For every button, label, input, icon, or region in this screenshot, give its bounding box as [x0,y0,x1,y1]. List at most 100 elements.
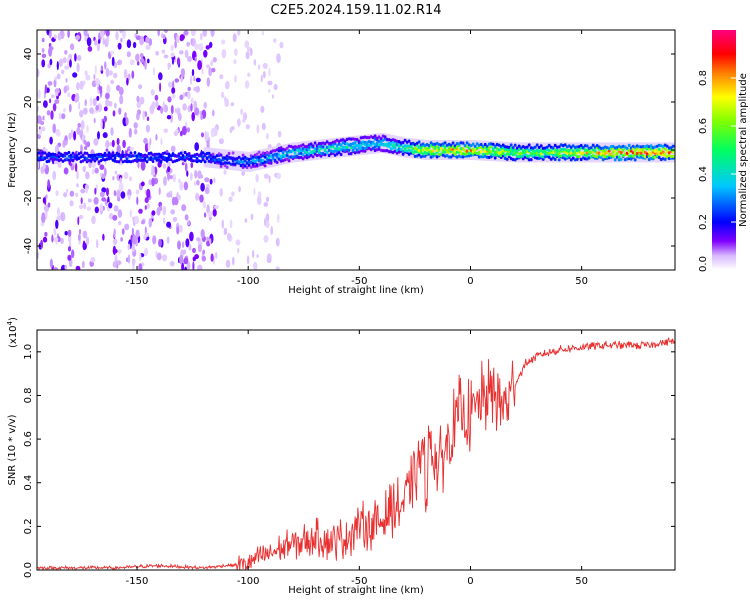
noise-blob [210,127,216,138]
ridge-cell [527,143,531,147]
ridge-cell [419,146,423,150]
snr-frame [36,329,676,571]
noise-blob [210,30,215,37]
ridge-cell [157,155,161,159]
noise-blob [111,139,115,148]
ridge-cell [427,143,431,148]
ridge-cell [443,150,447,154]
ridge-cell [387,150,391,154]
ridge-halo [476,140,479,161]
noise-blob [162,205,167,216]
noise-blob [186,261,191,270]
noise-blob [117,249,122,254]
noise-blob [178,194,181,201]
ridge-cell [407,139,411,143]
ridge-cell [443,141,447,145]
ridge-cell [97,155,101,159]
noise-blob [273,83,278,91]
ridge-halo [477,140,480,161]
noise-blob [52,123,56,134]
ridge-cell [519,154,523,158]
ridge-cell [451,150,455,155]
ridge-cell [547,143,551,147]
ridge-cell [563,143,567,147]
noise-blob [170,52,175,58]
ridge-cell [557,149,561,153]
ridge-cell [293,151,297,155]
noise-blob [75,265,81,270]
ridge-cell [551,156,555,160]
ridge-halo [331,138,334,159]
ridge-cell [311,144,315,148]
ridge-cell [645,147,649,151]
noise-blob [263,202,269,207]
ridge-cell [553,157,557,161]
ridge-cell [341,145,345,149]
ridge-cell [665,149,669,153]
ridge-cell [83,151,87,155]
noise-blob [119,94,124,105]
ridge-cell [271,149,275,153]
noise-blob [189,231,194,242]
noise-blob [225,81,230,90]
noise-blob [155,100,159,109]
noise-blob [135,35,141,41]
ridge-cell [337,150,341,155]
noise-blob [235,239,241,246]
ridge-cell [343,145,347,149]
noise-blob [126,51,131,58]
noise-blob [47,179,50,189]
noise-blob [116,260,122,266]
ridge-cell [513,148,517,152]
ridge-cell [563,153,567,157]
noise-blob [75,192,79,197]
ridge-cell [219,164,223,168]
ridge-cell [585,148,589,152]
ridge-cell [545,145,549,149]
ridge-cell [657,155,661,160]
noise-blob [237,30,241,36]
snr-line [37,337,675,570]
noise-blob [182,92,185,98]
ridge-cell [633,149,637,153]
noise-blob [169,261,175,267]
ridge-cell [573,153,577,157]
noise-blob [199,194,204,203]
noise-blob [76,62,80,73]
snr-scale-close: ) [8,317,19,321]
ridge-cell [579,143,583,148]
ridge-cell [393,146,397,150]
ridge-cell [501,149,505,153]
noise-blob [120,237,123,242]
noise-blob [99,164,105,170]
noise-blob [78,101,81,110]
noise-blob [162,34,166,40]
noise-blob [116,189,121,199]
ridge-cell [557,145,561,149]
noise-blob [181,262,184,270]
ridge-cell [51,159,55,163]
noise-blob [41,53,47,58]
noise-blob [89,107,94,114]
noise-blob [53,78,57,88]
noise-blob [276,53,281,64]
noise-blob [62,57,67,64]
ridge-cell [307,155,311,159]
noise-blob [102,233,105,241]
noise-blob [197,264,203,270]
ridge-cell [53,157,57,161]
noise-blob [44,84,48,94]
noise-blob [69,59,72,68]
noise-blob [136,101,142,109]
noise-blob [220,91,225,99]
ridge-cell [97,152,101,156]
noise-blob [253,59,257,66]
noise-blob [180,68,185,77]
ridge-cell [321,145,325,149]
noise-blob [76,183,79,188]
ridge-cell [181,162,185,166]
noise-blob [200,114,203,121]
noise-blob [84,99,87,107]
ridge-cell [449,155,453,159]
noise-blob [87,46,93,52]
